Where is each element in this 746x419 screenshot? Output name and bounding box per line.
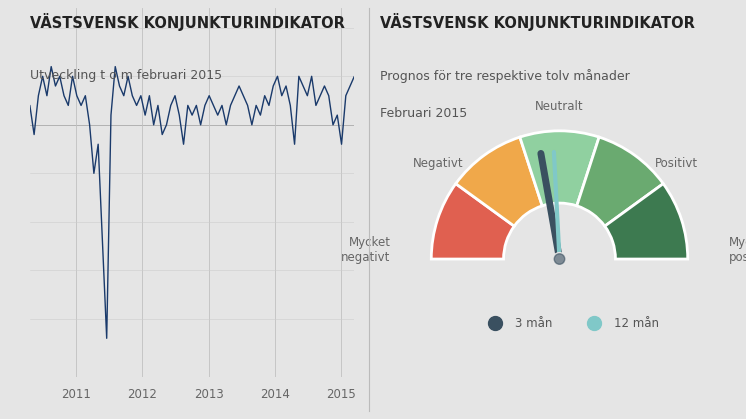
Text: Negativt: Negativt bbox=[413, 157, 464, 170]
Wedge shape bbox=[456, 137, 542, 226]
Text: Prognos för tre respektive tolv månader: Prognos för tre respektive tolv månader bbox=[380, 69, 630, 83]
Point bbox=[589, 320, 601, 326]
Text: Utveckling t o m februari 2015: Utveckling t o m februari 2015 bbox=[30, 69, 222, 82]
Text: Mycket
positivt: Mycket positivt bbox=[729, 236, 746, 264]
Text: VÄSTSVENSK KONJUNKTURINDIKATOR: VÄSTSVENSK KONJUNKTURINDIKATOR bbox=[30, 13, 345, 31]
Wedge shape bbox=[577, 137, 663, 226]
Wedge shape bbox=[605, 184, 688, 259]
Text: 3 mån: 3 mån bbox=[515, 317, 553, 330]
Text: 12 mån: 12 mån bbox=[614, 317, 659, 330]
Circle shape bbox=[554, 254, 565, 264]
Text: Februari 2015: Februari 2015 bbox=[380, 107, 468, 120]
Text: VÄSTSVENSK KONJUNKTURINDIKATOR: VÄSTSVENSK KONJUNKTURINDIKATOR bbox=[380, 13, 695, 31]
Wedge shape bbox=[431, 184, 514, 259]
Text: Positivt: Positivt bbox=[655, 157, 698, 170]
Wedge shape bbox=[520, 131, 599, 206]
Circle shape bbox=[553, 253, 566, 266]
Text: Mycket
negativt: Mycket negativt bbox=[341, 236, 390, 264]
Text: Neutralt: Neutralt bbox=[535, 100, 584, 113]
Point bbox=[489, 320, 501, 326]
